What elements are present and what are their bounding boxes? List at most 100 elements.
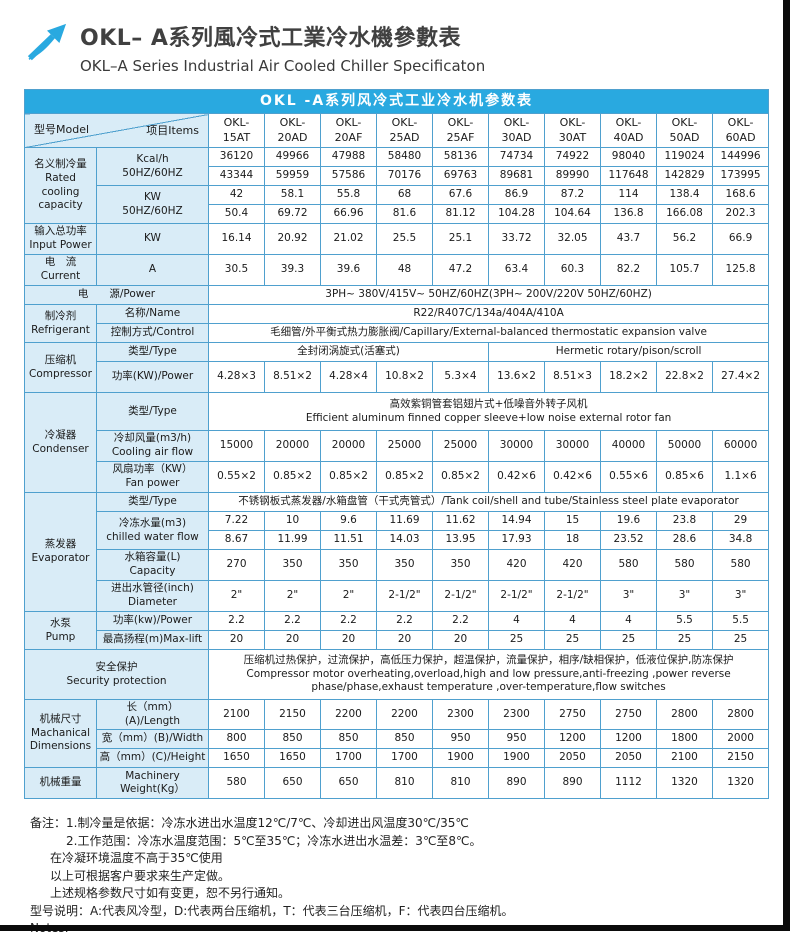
group-label: 机械重量 — [24, 767, 97, 800]
value-cell: 2.2 — [320, 611, 377, 631]
value-cell: 55.8 — [320, 185, 377, 205]
value-cell: 11.99 — [264, 530, 321, 550]
model-header: OKL- 25AF — [432, 113, 489, 148]
value-cell: 142829 — [656, 166, 713, 186]
item-label: 功率(kw)/Power — [96, 611, 209, 631]
value-cell: 82.2 — [600, 254, 657, 286]
value-cell: 30000 — [488, 430, 545, 462]
item-label: Kcal/h 50HZ/60HZ — [96, 147, 209, 186]
value-cell: 21.02 — [320, 223, 377, 255]
group-label: 名义制冷量 Rated cooling capacity — [24, 147, 97, 224]
value-cell: 25 — [600, 630, 657, 650]
value-cell: 1112 — [600, 767, 657, 800]
value-cell: 1800 — [656, 729, 713, 750]
value-cell: 22.8×2 — [656, 361, 713, 393]
value-cell: 66.96 — [320, 204, 377, 224]
value-cell: 20 — [208, 630, 265, 650]
value-cell: 57586 — [320, 166, 377, 186]
value-cell: 69.72 — [264, 204, 321, 224]
value-cell: 8.51×2 — [264, 361, 321, 393]
value-cell: 119024 — [656, 147, 713, 167]
value-cell: 2750 — [600, 698, 657, 731]
value-cell: 2" — [320, 580, 377, 612]
arrow-up-right-icon — [26, 22, 68, 64]
value-cell: 2" — [208, 580, 265, 612]
value-cell: 5.5 — [656, 611, 713, 631]
value-cell: 29 — [711, 511, 770, 531]
value-cell: 47.2 — [432, 254, 489, 286]
value-cell: 125.8 — [711, 254, 770, 286]
value-cell: 28.6 — [656, 530, 713, 550]
value-cell: 23.52 — [600, 530, 657, 550]
value-cell: 27.4×2 — [711, 361, 770, 393]
model-header: OKL- 40AD — [600, 113, 657, 148]
model-header: OKL- 50AD — [656, 113, 713, 148]
note-line: 备注：1.制冷量是依据：冷冻水进出水温度12℃/7℃、冷却进出风温度30℃/35… — [30, 816, 469, 831]
value-cell: 2300 — [488, 698, 545, 731]
value-cell: 890 — [544, 767, 601, 800]
value-cell: 17.93 — [488, 530, 545, 550]
value-cell: 650 — [320, 767, 377, 800]
value-cell: 25 — [488, 630, 545, 650]
value-cell: 2100 — [208, 698, 265, 731]
item-label: 水箱容量(L) Capacity — [96, 549, 209, 581]
value-cell: 20000 — [320, 430, 377, 462]
corner-items-label: 项目Items — [146, 123, 199, 137]
item-label: 长（mm）(A)/Length — [96, 698, 209, 731]
value-cell: 20 — [264, 630, 321, 650]
span-value-cell: 压缩机过热保护，过流保护，高低压力保护，超温保护，流量保护，相序/缺相保护，低液… — [207, 649, 770, 700]
value-cell: 11.69 — [376, 511, 433, 531]
value-cell: 16.14 — [208, 223, 265, 255]
value-cell: 50000 — [656, 430, 713, 462]
spec-table: OKL -A系列风冷式工业冷水机参数表 型号Model 项目Items OKL- 15… — [23, 89, 770, 800]
value-cell: 19.6 — [600, 511, 657, 531]
value-cell: 20000 — [264, 430, 321, 462]
value-cell: 580 — [600, 549, 657, 581]
value-cell: 1700 — [376, 748, 433, 769]
value-cell: 117648 — [600, 166, 657, 186]
group-label: 制冷剂 Refrigerant — [24, 304, 97, 343]
value-cell: 25.1 — [432, 223, 489, 255]
value-cell: 2200 — [376, 698, 433, 731]
value-cell: 89681 — [488, 166, 545, 186]
item-label: 宽（mm）(B)/Width — [96, 729, 209, 750]
value-cell: 136.8 — [600, 204, 657, 224]
value-cell: 2750 — [544, 698, 601, 731]
value-cell: 270 — [208, 549, 265, 581]
item-label: 类型/Type — [96, 492, 209, 512]
item-label: KW 50HZ/60HZ — [96, 185, 209, 224]
value-cell: 4 — [544, 611, 601, 631]
model-header: OKL- 60AD — [711, 113, 770, 148]
note-line: 以上可根据客户要求来生产定做。 — [50, 868, 231, 883]
value-cell: 104.64 — [544, 204, 601, 224]
table-title: OKL -A系列风冷式工业冷水机参数表 — [23, 89, 770, 114]
scan-edge-right — [783, 0, 790, 931]
model-header: OKL- 30AT — [544, 113, 601, 148]
notes-section: 备注：1.制冷量是依据：冷冻水进出水温度12℃/7℃、冷却进出风温度30℃/35… — [30, 815, 770, 938]
value-cell: 2" — [264, 580, 321, 612]
group-label: 电 流 Current — [24, 254, 97, 286]
group-label: 冷凝器 Condenser — [24, 392, 97, 493]
value-cell: 56.2 — [656, 223, 713, 255]
value-cell: 81.6 — [376, 204, 433, 224]
value-cell: 1700 — [320, 748, 377, 769]
value-cell: 5.3×4 — [432, 361, 489, 393]
value-cell: 14.94 — [488, 511, 545, 531]
value-cell: 2050 — [600, 748, 657, 769]
scan-edge-bottom — [0, 925, 790, 931]
value-cell: 1320 — [656, 767, 713, 800]
value-cell: 2-1/2" — [544, 580, 601, 612]
value-cell: 2.2 — [264, 611, 321, 631]
value-cell: 58480 — [376, 147, 433, 167]
value-cell: 48 — [376, 254, 433, 286]
value-cell: 0.85×2 — [432, 461, 489, 493]
value-cell: 138.4 — [656, 185, 713, 205]
value-cell: 4 — [488, 611, 545, 631]
value-cell: 2150 — [264, 698, 321, 731]
value-cell: 23.8 — [656, 511, 713, 531]
value-cell: 144996 — [711, 147, 770, 167]
item-label: Machinery Weight(Kg） — [96, 767, 209, 800]
value-cell: 2-1/2" — [488, 580, 545, 612]
value-cell: 87.2 — [544, 185, 601, 205]
